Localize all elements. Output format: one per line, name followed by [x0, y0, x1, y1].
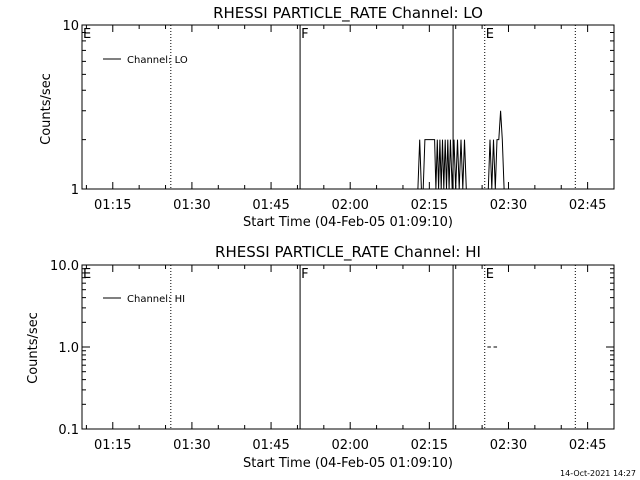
- x-tick-label-lo: 01:45: [252, 198, 289, 213]
- plot-frame-lo: [81, 24, 615, 190]
- plot-frame-hi: [81, 264, 615, 430]
- y-axis-label-lo: Counts/sec: [39, 73, 54, 145]
- legend-label-hi: Channel: HI: [127, 294, 185, 305]
- marker-label-lo: E: [83, 27, 91, 42]
- series-line-lo: [417, 110, 505, 190]
- x-axis-label-hi: Start Time (04-Feb-05 01:09:10): [243, 456, 453, 471]
- x-tick-label-lo: 02:15: [411, 198, 448, 213]
- x-tick-label-hi: 02:30: [490, 438, 527, 453]
- x-tick-label-lo: 02:45: [569, 198, 606, 213]
- y-tick-label-lo: 10: [62, 19, 79, 34]
- x-axis-label-lo: Start Time (04-Feb-05 01:09:10): [243, 215, 453, 230]
- legend-label-lo: Channel: LO: [127, 55, 188, 66]
- timestamp-label: 14-Oct-2021 14:27: [560, 469, 636, 478]
- y-axis-label-hi: Counts/sec: [26, 312, 41, 384]
- chart-title-lo: RHESSI PARTICLE_RATE Channel: LO: [213, 4, 483, 23]
- x-tick-label-lo: 01:15: [94, 198, 131, 213]
- marker-label-lo: E: [486, 27, 494, 42]
- x-tick-label-hi: 02:00: [331, 438, 368, 453]
- x-tick-label-hi: 02:15: [411, 438, 448, 453]
- x-tick-label-lo: 02:30: [490, 198, 527, 213]
- chart-panel-hi: RHESSI PARTICLE_RATE Channel: HI Start T…: [26, 243, 615, 471]
- x-tick-label-hi: 01:30: [173, 438, 210, 453]
- marker-label-lo: F: [301, 27, 308, 42]
- y-tick-label-lo: 1: [71, 183, 79, 198]
- marker-label-hi: F: [301, 267, 308, 282]
- y-tick-label-hi: 10.0: [50, 259, 79, 274]
- chart-panel-lo: RHESSI PARTICLE_RATE Channel: LO Start T…: [39, 4, 615, 230]
- x-tick-label-hi: 01:15: [94, 438, 131, 453]
- x-tick-label-hi: 02:45: [569, 438, 606, 453]
- x-tick-label-lo: 02:00: [331, 198, 368, 213]
- x-tick-label-hi: 01:45: [252, 438, 289, 453]
- y-tick-label-hi: 0.1: [58, 423, 79, 438]
- x-tick-label-lo: 01:30: [173, 198, 210, 213]
- y-tick-label-hi: 1.0: [58, 341, 79, 356]
- chart-title-hi: RHESSI PARTICLE_RATE Channel: HI: [215, 243, 481, 262]
- marker-label-hi: E: [83, 267, 91, 282]
- marker-label-hi: E: [486, 267, 494, 282]
